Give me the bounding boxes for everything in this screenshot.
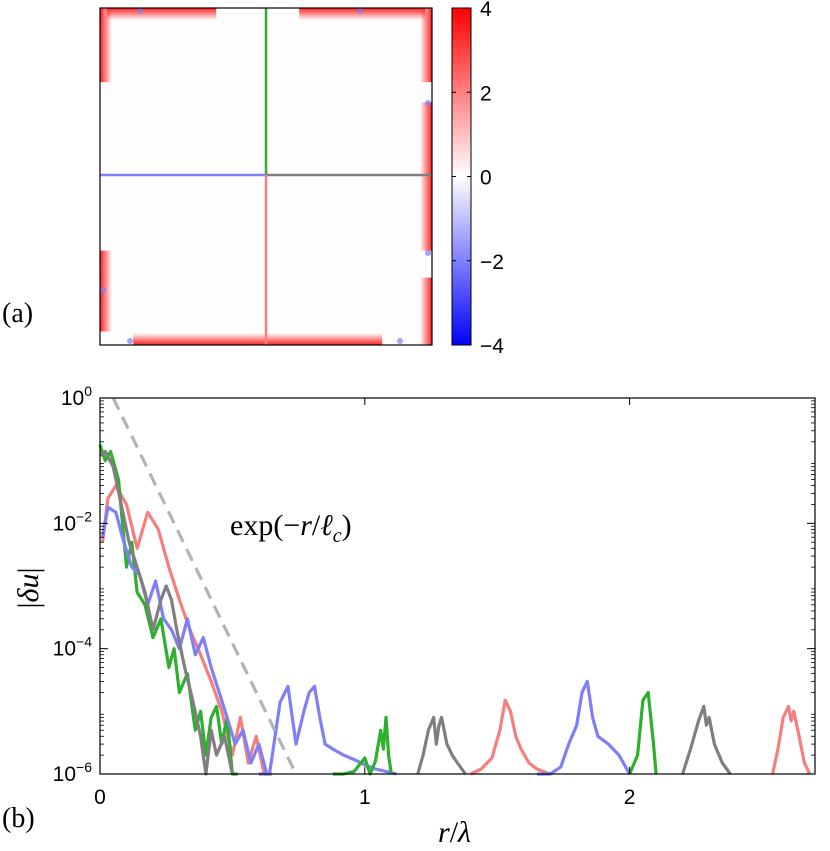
- colorbar-tick-label: −2: [480, 251, 504, 274]
- heatmap-edge-right-1: [420, 102, 432, 251]
- series-line-3: [99, 449, 234, 776]
- series-line-10: [681, 704, 732, 775]
- panel-a: 4 2 0 −2 −4 (a): [2, 0, 504, 358]
- y-tick-label: 10−4: [53, 634, 93, 661]
- heatmap-speck-1: [357, 8, 363, 14]
- heatmap-edge-top-0: [106, 8, 217, 20]
- colorbar-ticks: 4 2 0 −2 −4: [452, 0, 504, 358]
- plot-area: 0 1 2 10−6 10−4 10−2 100: [53, 383, 816, 809]
- series-line-2: [101, 505, 269, 775]
- heatmap-edge-top-1: [299, 8, 426, 20]
- x-tick-label: 0: [94, 786, 106, 809]
- heatmap-speck-0: [137, 8, 143, 14]
- series-line-8: [536, 679, 631, 776]
- heatmap-speck-5: [127, 338, 133, 344]
- plot-frame: [99, 397, 816, 775]
- x-tick-label: 2: [624, 786, 636, 809]
- colorbar: 4 2 0 −2 −4: [451, 0, 504, 358]
- panel-label-b: (b): [2, 803, 35, 834]
- series-line-11: [771, 704, 812, 775]
- colorbar-tick-label: 0: [480, 167, 492, 190]
- heatmap-speck-4: [425, 250, 431, 256]
- exp-decay-reference-line: [111, 397, 298, 775]
- series-line-9: [628, 690, 658, 775]
- x-axis-label: r/λ: [438, 816, 471, 849]
- heatmap-speck-2: [425, 100, 431, 106]
- heatmap-lines: [100, 8, 432, 345]
- y-axis-label: |δu|: [12, 568, 45, 609]
- heatmap-edge-left-1: [100, 250, 112, 332]
- annotation-exp: exp(−r/ℓc): [230, 509, 352, 547]
- heatmap-speck-3: [100, 287, 106, 293]
- y-tick-label: 10−6: [53, 759, 93, 786]
- heatmap-edge-left-0: [100, 8, 112, 83]
- heatmap-frame: [99, 7, 433, 346]
- series-line-5: [333, 715, 393, 776]
- y-tick-label: 100: [61, 383, 92, 410]
- heatmap-speck-6: [397, 338, 403, 344]
- colorbar-tick-label: 2: [480, 82, 492, 105]
- y-tick-label: 10−2: [53, 508, 93, 535]
- series-line-6: [416, 715, 467, 775]
- series-line-7: [470, 698, 551, 776]
- x-tick-label: 1: [359, 786, 371, 809]
- panel-b: 0 1 2 10−6 10−4 10−2 100 exp(−r/ℓc) r/λ |δu| (…: [2, 383, 816, 849]
- heatmap-edge-bottom-0: [133, 333, 383, 345]
- colorbar-tick-label: −4: [480, 335, 504, 358]
- colorbar-tick-label: 4: [480, 0, 492, 21]
- heatmap-edge-right-2: [420, 277, 432, 345]
- panel-label-a: (a): [2, 298, 33, 329]
- heatmap-edge-right-0: [420, 8, 432, 83]
